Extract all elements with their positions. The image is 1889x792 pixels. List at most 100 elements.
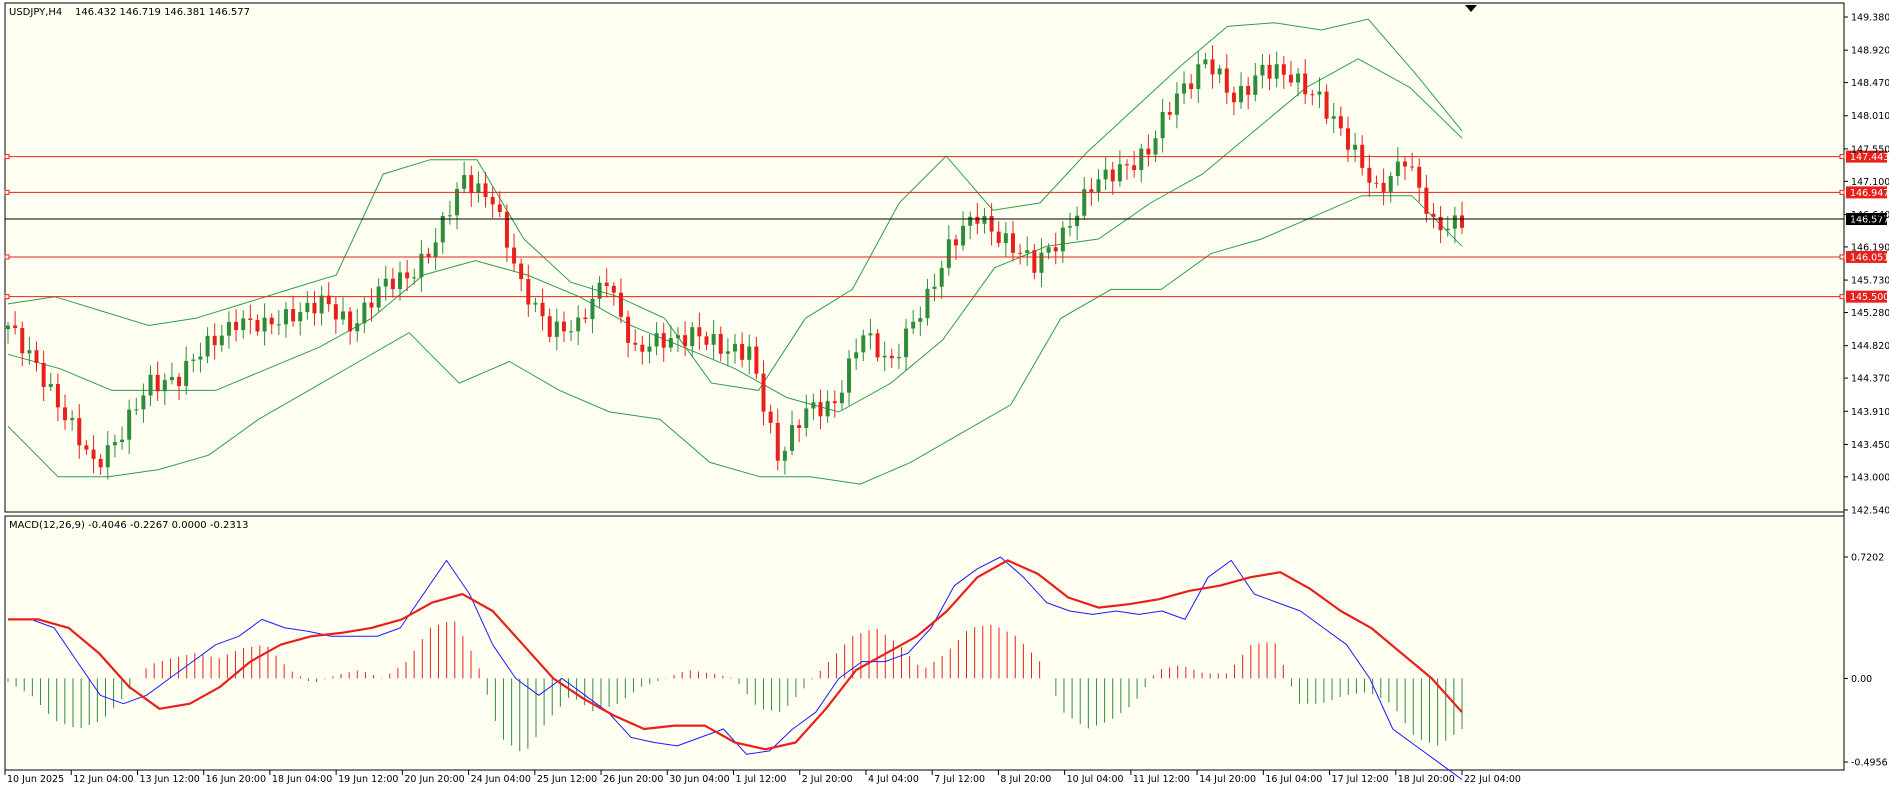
candle-body: [134, 409, 139, 411]
candle-body: [768, 411, 773, 423]
candle-body: [419, 253, 424, 278]
candle-body: [63, 407, 68, 421]
candle-body: [405, 272, 410, 279]
candle-body: [675, 335, 680, 339]
price-tick-label: 148.920: [1851, 46, 1889, 57]
candle-body: [1296, 73, 1301, 83]
candle-body: [911, 321, 916, 329]
macd-lines: [8, 556, 1463, 781]
candle-body: [611, 285, 616, 293]
time-tick-label: 30 Jun 04:00: [669, 774, 729, 785]
candle-body: [1153, 138, 1158, 155]
candle-body: [1053, 247, 1058, 252]
candle-body: [1182, 83, 1187, 94]
macd-panel[interactable]: [4, 515, 1845, 771]
time-tick-label: 24 Jun 04:00: [471, 774, 531, 785]
level-handle: [1839, 254, 1845, 260]
candle-body: [1117, 164, 1122, 182]
candle-body: [177, 376, 182, 387]
candle-body: [1146, 148, 1151, 155]
candle-body: [597, 282, 602, 299]
candle-body: [1317, 91, 1322, 95]
candle-body: [633, 342, 638, 345]
candle-body: [583, 317, 588, 320]
chart-shift-marker-icon[interactable]: [1465, 5, 1477, 12]
candle-body: [540, 302, 545, 317]
level-handle: [4, 189, 10, 195]
candle-body: [333, 304, 338, 320]
candle-body: [790, 425, 795, 451]
candle-body: [91, 449, 96, 459]
price-tick-label: 149.380: [1851, 13, 1889, 24]
candle-body: [1224, 68, 1229, 93]
candle-body: [1231, 92, 1236, 103]
candle-body: [547, 316, 552, 337]
candle-body: [1417, 166, 1422, 188]
candle-body: [462, 175, 467, 189]
candle-body: [120, 439, 125, 443]
candle-body: [127, 409, 132, 440]
candle-body: [27, 350, 32, 354]
time-axis-ticks: 10 Jun 2025 12 Jun 04:00 13 Jun 12:00 16 Ju…: [4, 770, 1521, 785]
macd-tick-label: 0.7202: [1851, 553, 1884, 564]
candle-body: [1039, 252, 1044, 273]
candle-body: [1431, 213, 1436, 217]
candle-body: [1338, 116, 1343, 129]
candle-body: [1217, 68, 1222, 75]
current-price-tag: [1846, 213, 1887, 226]
time-tick-label: 22 Jul 04:00: [1464, 774, 1521, 785]
candle-body: [440, 215, 445, 243]
candle-body: [889, 355, 894, 359]
candle-body: [1410, 166, 1415, 168]
candle-body: [1424, 187, 1429, 214]
price-tick-label: 144.820: [1851, 341, 1889, 352]
candle-body: [618, 292, 623, 317]
price-panel[interactable]: [4, 2, 1845, 513]
macd-tick-label: -0.4956: [1851, 758, 1888, 769]
candle-body: [896, 357, 901, 359]
time-tick-label: 7 Jul 12:00: [934, 774, 985, 785]
candle-body: [1210, 59, 1215, 75]
candle-body: [469, 175, 474, 194]
candle-body: [383, 278, 388, 287]
candle-body: [412, 277, 417, 279]
candle-body: [1253, 75, 1258, 95]
candle-body: [697, 327, 702, 337]
candle-body: [747, 346, 752, 360]
price-tick-label: 143.910: [1851, 407, 1889, 418]
time-tick-label: 10 Jul 04:00: [1067, 774, 1124, 785]
candle-body: [718, 334, 723, 354]
candle-body: [1018, 252, 1023, 254]
candle-body: [569, 331, 574, 333]
candle-body: [1003, 233, 1008, 244]
level-price-label: 146.947: [1850, 188, 1889, 199]
candle-body: [1452, 215, 1457, 229]
middle-band-line: [7, 58, 1463, 413]
price-tick-label: 145.730: [1851, 276, 1889, 287]
candle-body: [1025, 250, 1030, 253]
time-tick-label: 10 Jun 2025: [7, 774, 64, 785]
candle-body: [1281, 64, 1286, 75]
candle-body: [996, 231, 1001, 244]
candle-body: [782, 450, 787, 461]
candle-body: [105, 445, 110, 468]
candle-body: [754, 346, 759, 374]
candle-body: [1067, 226, 1072, 228]
candle-body: [497, 204, 502, 212]
time-tick-label: 4 Jul 04:00: [868, 774, 919, 785]
candle-body: [918, 318, 923, 322]
candle-body: [205, 335, 210, 357]
candle-body: [1395, 161, 1400, 177]
time-tick-label: 17 Jul 12:00: [1332, 774, 1389, 785]
candle-body: [326, 295, 331, 305]
candle-body: [1460, 215, 1464, 228]
candle-body: [989, 216, 994, 232]
candle-body: [34, 350, 39, 363]
time-tick-label: 25 Jun 12:00: [537, 774, 597, 785]
time-tick-label: 1 Jul 12:00: [736, 774, 787, 785]
candle-body: [219, 335, 224, 346]
candle-body: [112, 442, 117, 446]
candle-body: [704, 336, 709, 345]
price-tick-label: 143.000: [1851, 472, 1889, 483]
price-levels[interactable]: 147.443 146.947 146.051 145.500 146.577: [4, 150, 1889, 304]
